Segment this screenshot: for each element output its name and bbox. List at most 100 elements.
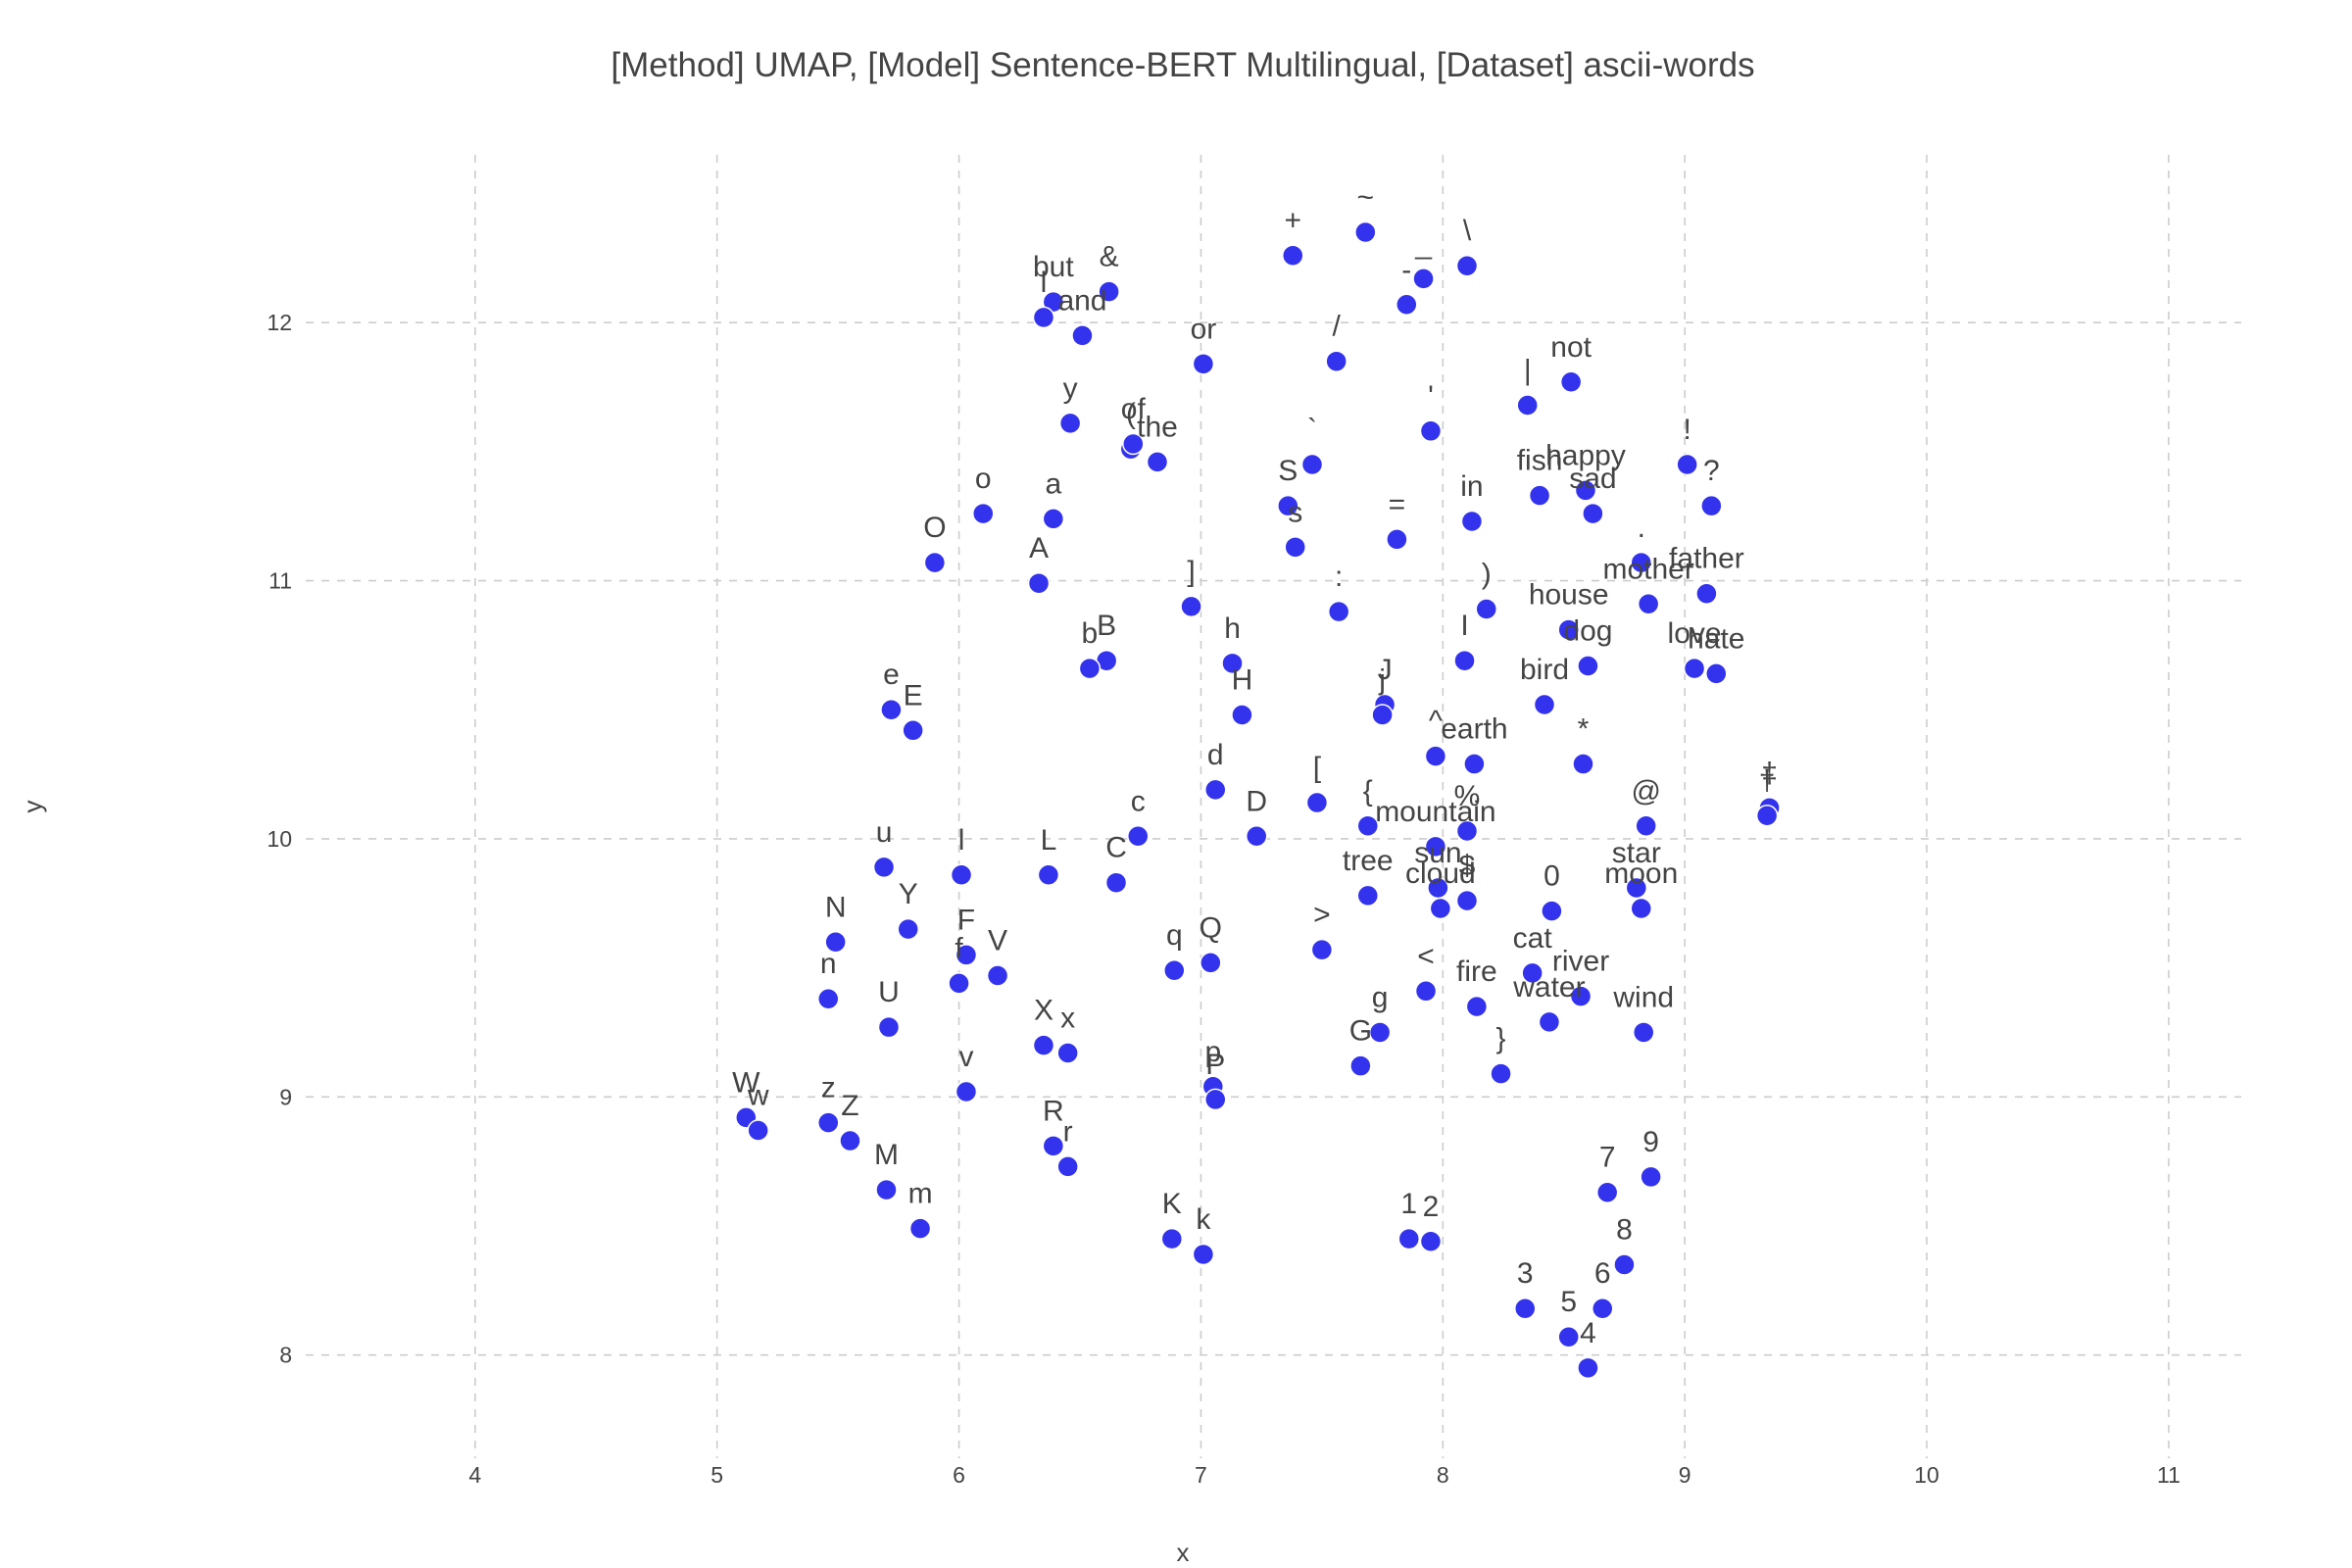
point-label: 1	[1400, 1188, 1417, 1220]
data-point	[908, 1217, 932, 1240]
data-point	[1453, 649, 1476, 672]
data-point	[1032, 1034, 1055, 1056]
data-point	[1371, 704, 1394, 726]
point-label: B	[1097, 610, 1116, 642]
x-tick-label: 11	[2157, 1462, 2180, 1488]
point-label: sun	[1414, 837, 1461, 869]
point-label: the	[1137, 411, 1178, 443]
data-point	[1037, 863, 1060, 887]
data-point	[1284, 536, 1306, 559]
data-point	[1032, 306, 1055, 329]
data-point	[1514, 1297, 1537, 1320]
point-label: water	[1512, 971, 1585, 1004]
point-label: ^	[1429, 706, 1443, 738]
data-point	[747, 1119, 769, 1142]
point-label: e	[883, 659, 900, 691]
point-label: R	[1043, 1095, 1064, 1127]
point-label: 4	[1580, 1317, 1596, 1349]
point-label: ‡	[1761, 757, 1778, 789]
data-point	[817, 1111, 840, 1134]
point-label: =	[1389, 488, 1406, 520]
data-point	[1414, 980, 1438, 1003]
data-point	[1356, 884, 1380, 907]
data-point	[1475, 598, 1497, 620]
point-label: hate	[1688, 622, 1744, 655]
point-label: cat	[1513, 922, 1553, 955]
point-label: '	[1428, 380, 1434, 413]
point-label: bird	[1520, 654, 1569, 686]
point-label: 2	[1423, 1191, 1440, 1223]
data-point	[1368, 1021, 1392, 1044]
point-label: wind	[1612, 981, 1674, 1013]
data-point	[1541, 900, 1563, 922]
data-point	[1528, 484, 1551, 507]
data-point	[880, 698, 903, 721]
x-axis-label: x	[1177, 1538, 1190, 1567]
point-label: |	[1524, 354, 1532, 386]
point-label: (	[1126, 398, 1136, 430]
point-label: N	[825, 891, 847, 923]
y-tick-label: 9	[279, 1084, 292, 1109]
x-tick-label: 5	[710, 1462, 723, 1488]
data-point	[1455, 889, 1479, 912]
data-point	[1755, 804, 1779, 827]
data-point	[817, 987, 840, 1010]
x-tick-label: 9	[1679, 1462, 1691, 1488]
data-point	[1204, 778, 1227, 802]
data-point	[902, 719, 924, 742]
data-point	[1104, 871, 1128, 894]
data-point	[923, 551, 947, 574]
point-label: fire	[1456, 956, 1497, 988]
data-point	[1056, 1155, 1079, 1178]
point-label: <	[1417, 940, 1435, 972]
point-label: @	[1631, 775, 1660, 808]
point-label: +	[1284, 205, 1301, 237]
point-label: of	[1121, 393, 1147, 425]
data-point	[1700, 494, 1723, 517]
data-point	[1325, 350, 1348, 372]
data-point	[1180, 595, 1202, 618]
point-label: {	[1363, 775, 1373, 808]
data-point	[1592, 1297, 1614, 1320]
point-label: J	[1378, 654, 1393, 686]
point-label: E	[904, 679, 923, 711]
data-point	[1098, 280, 1120, 303]
data-point	[1559, 370, 1583, 394]
data-point	[1676, 453, 1698, 476]
x-tick-label: 6	[953, 1462, 965, 1488]
point-label: [	[1313, 752, 1322, 784]
data-point	[1354, 220, 1377, 244]
data-point	[1245, 825, 1268, 848]
x-tick-label: 8	[1437, 1462, 1449, 1488]
point-label: F	[957, 904, 975, 936]
data-point	[1200, 952, 1222, 974]
point-label: C	[1105, 832, 1127, 864]
point-label: H	[1232, 664, 1253, 697]
point-label: happy	[1545, 439, 1626, 471]
point-label: }	[1496, 1023, 1506, 1055]
data-point	[986, 964, 1009, 987]
point-label: z	[821, 1072, 836, 1104]
data-point	[1192, 1243, 1215, 1266]
data-point	[1277, 494, 1299, 517]
data-point	[1630, 897, 1652, 920]
point-label: \	[1463, 215, 1472, 247]
data-point	[948, 972, 970, 995]
data-point	[1582, 502, 1604, 525]
point-label: tree	[1343, 845, 1394, 877]
point-label: f	[955, 932, 963, 964]
data-point	[1327, 600, 1350, 623]
point-label: c	[1131, 785, 1146, 817]
point-label: -	[1401, 254, 1411, 286]
data-point	[1396, 293, 1418, 317]
point-label: $	[1459, 850, 1476, 882]
point-label: earth	[1441, 713, 1507, 746]
data-point	[1122, 432, 1145, 456]
point-label: G	[1349, 1015, 1372, 1048]
point-label: >	[1313, 899, 1331, 931]
point-label: L	[1041, 824, 1057, 857]
data-point	[1042, 1135, 1065, 1157]
